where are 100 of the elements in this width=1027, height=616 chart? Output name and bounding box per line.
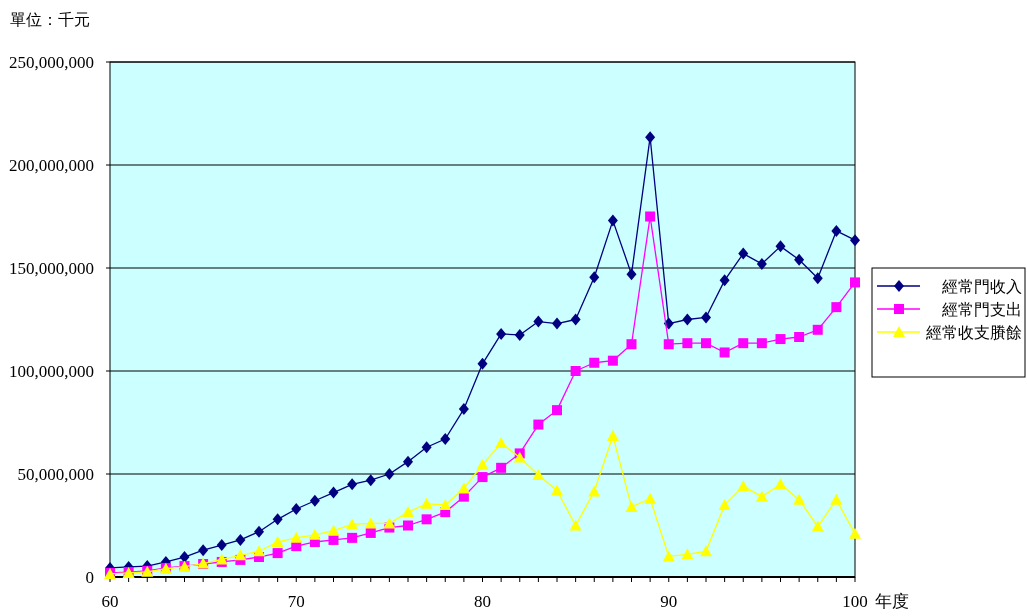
point <box>496 462 507 473</box>
point <box>850 234 860 247</box>
point <box>532 469 545 481</box>
point <box>663 339 674 350</box>
point <box>496 327 507 340</box>
point <box>830 493 843 505</box>
point <box>607 355 618 366</box>
x-tick-label: 70 <box>287 592 305 611</box>
point <box>440 432 451 445</box>
point <box>328 486 339 499</box>
point <box>384 468 395 480</box>
point <box>420 497 433 509</box>
point <box>682 338 693 349</box>
x-tick-label: 90 <box>660 592 678 611</box>
point <box>365 474 376 487</box>
point <box>831 302 842 313</box>
y-tick-label: 150,000,000 <box>9 259 94 278</box>
point <box>775 240 786 253</box>
point <box>719 274 730 287</box>
point <box>403 455 413 468</box>
point <box>309 494 320 507</box>
point <box>365 527 376 538</box>
point <box>495 437 508 449</box>
x-tick-label: 60 <box>101 592 119 611</box>
point <box>644 492 657 504</box>
point <box>327 524 340 536</box>
point <box>812 324 823 335</box>
point <box>476 458 489 470</box>
point <box>850 277 860 288</box>
point <box>831 224 842 237</box>
point <box>570 313 581 326</box>
point <box>682 313 693 326</box>
point <box>421 441 432 454</box>
point <box>513 451 526 463</box>
point <box>271 535 284 547</box>
legend-label: 經常門收入 <box>941 278 1022 295</box>
point <box>235 533 246 546</box>
point <box>719 347 730 358</box>
point <box>290 531 303 543</box>
point <box>588 485 601 497</box>
point <box>607 214 618 227</box>
point <box>421 514 432 525</box>
point <box>625 500 638 512</box>
point <box>701 338 711 349</box>
point <box>681 548 694 560</box>
y-tick-label: 250,000,000 <box>9 53 94 72</box>
point <box>308 528 321 540</box>
point <box>570 366 581 376</box>
point <box>551 484 563 496</box>
point <box>701 311 711 324</box>
legend-label: 經常收支賸餘 <box>925 324 1022 341</box>
point <box>216 539 227 552</box>
point <box>254 525 264 538</box>
point <box>347 532 358 543</box>
x-tick-label: 80 <box>474 592 491 611</box>
point <box>402 506 414 518</box>
legend-label: 經常門支出 <box>941 301 1022 318</box>
point <box>700 545 712 557</box>
point <box>458 491 469 502</box>
point <box>346 518 359 530</box>
point <box>291 503 302 516</box>
point <box>533 315 544 328</box>
point <box>383 517 396 529</box>
point <box>849 527 861 539</box>
point <box>589 357 600 368</box>
point <box>738 338 749 349</box>
point <box>756 338 767 349</box>
point <box>552 317 562 330</box>
y-tick-label: 200,000,000 <box>9 156 94 175</box>
point <box>662 550 675 562</box>
point <box>606 429 619 441</box>
point <box>794 332 805 343</box>
point <box>477 472 488 483</box>
point <box>403 520 413 531</box>
y-tick-label: 100,000,000 <box>9 362 94 381</box>
x-axis-title: 年度 <box>875 592 909 611</box>
point <box>439 498 452 510</box>
point <box>364 517 377 529</box>
point <box>756 257 767 270</box>
point <box>253 545 265 557</box>
point <box>234 549 247 561</box>
x-tick-label: 100 <box>842 592 868 611</box>
point <box>477 357 488 370</box>
point <box>737 480 750 492</box>
point <box>645 211 656 222</box>
point <box>793 493 806 505</box>
point <box>775 334 786 345</box>
point <box>347 478 358 491</box>
point <box>626 268 637 281</box>
point <box>794 253 805 266</box>
point <box>328 534 339 545</box>
point <box>755 490 768 502</box>
y-tick-label: 0 <box>85 568 94 587</box>
point <box>738 247 749 260</box>
y-tick-label: 50,000,000 <box>17 465 94 484</box>
point <box>457 482 470 494</box>
point <box>458 403 469 416</box>
point <box>198 544 209 557</box>
point <box>272 548 283 559</box>
point <box>811 520 824 532</box>
